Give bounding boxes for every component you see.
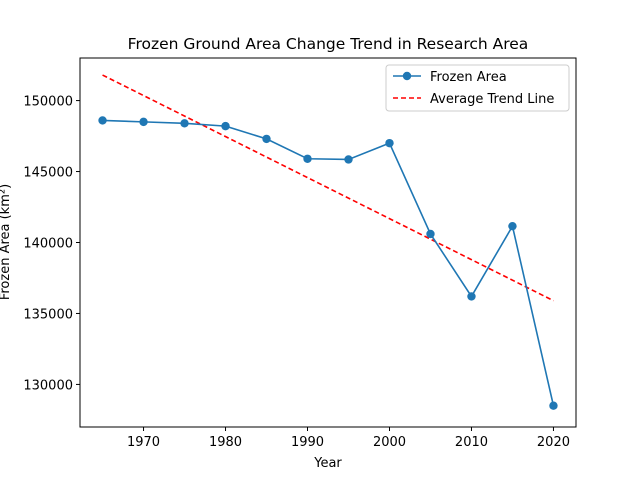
legend-marker-frozen-area <box>402 71 412 81</box>
data-point-frozen-area <box>98 116 107 125</box>
x-tick-label: 1970 <box>127 435 160 450</box>
x-tick-label: 2010 <box>455 435 488 450</box>
data-point-frozen-area <box>221 121 230 131</box>
y-tick-label: 150000 <box>23 95 73 110</box>
legend-label-frozen-area: Frozen Area <box>430 70 507 85</box>
data-point-frozen-area <box>139 117 148 127</box>
y-tick-label: 145000 <box>23 166 73 181</box>
y-axis: 130000 135000 140000 145000 150000 <box>23 95 80 393</box>
data-point-frozen-area <box>508 221 517 231</box>
y-axis-label: Frozen Area (km²) <box>0 184 13 300</box>
series-line-frozen-area <box>102 119 555 406</box>
data-point-frozen-area <box>303 154 312 163</box>
data-point-frozen-area <box>549 401 558 410</box>
x-axis: 1970 1980 1990 2000 2010 2020 <box>127 427 570 450</box>
x-tick-label: 1980 <box>209 435 242 450</box>
x-tick-label: 1990 <box>291 435 324 450</box>
legend: Frozen Area Average Trend Line <box>385 64 570 112</box>
y-tick-label: 135000 <box>23 307 73 322</box>
series-line-average-trend <box>102 74 554 302</box>
data-point-frozen-area <box>426 229 435 239</box>
legend-label-trend: Average Trend Line <box>430 92 554 107</box>
x-tick-label: 2000 <box>373 435 406 450</box>
data-point-frozen-area <box>344 155 353 164</box>
legend-box <box>385 64 570 112</box>
y-tick-label: 130000 <box>23 378 73 393</box>
plot-frame <box>79 57 577 428</box>
x-axis-label: Year <box>313 456 342 471</box>
chart-title: Frozen Ground Area Change Trend in Resea… <box>128 35 529 53</box>
y-tick-label: 140000 <box>23 237 73 252</box>
plot-area <box>98 74 558 410</box>
data-point-frozen-area <box>262 134 271 144</box>
data-point-frozen-area <box>467 292 476 301</box>
data-point-frozen-area <box>180 119 189 128</box>
x-tick-label: 2020 <box>537 435 570 450</box>
data-point-frozen-area <box>385 138 394 148</box>
